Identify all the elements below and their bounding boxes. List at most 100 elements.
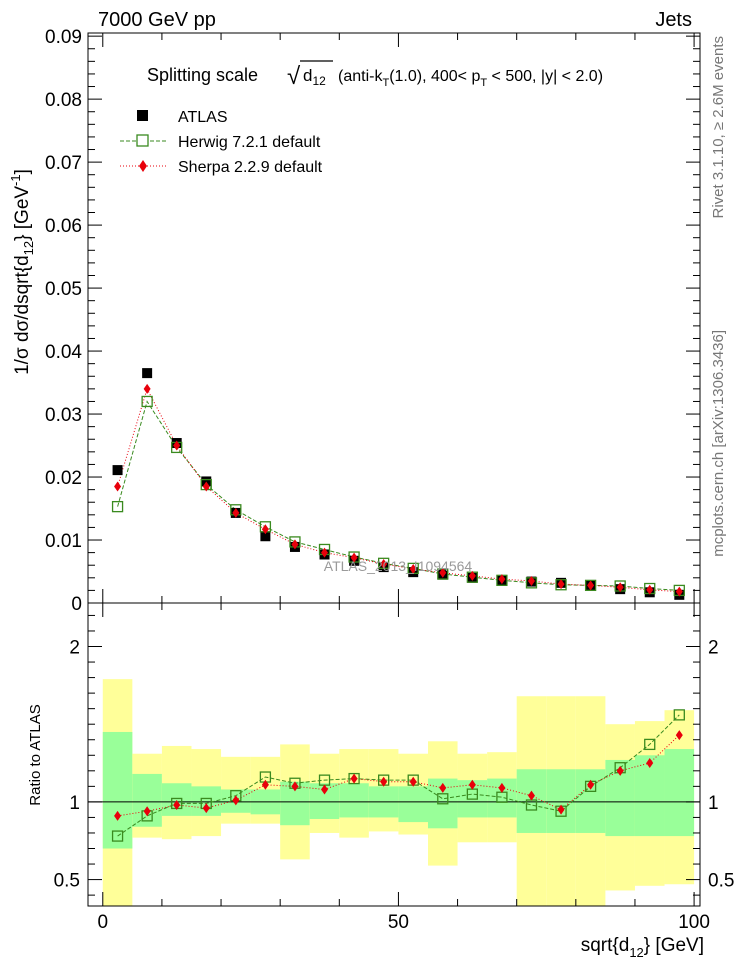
atlas-point bbox=[260, 531, 271, 542]
ratio-sherpa-point bbox=[498, 782, 506, 793]
ratio-ytick-label-right: 2 bbox=[708, 638, 719, 659]
stat-uncertainty-band bbox=[546, 769, 576, 833]
ratio-plot-frame bbox=[87, 602, 701, 907]
ratio-herwig-point bbox=[111, 830, 124, 842]
legend-marker-atlas bbox=[137, 110, 148, 121]
main-plot: 0 0.01 0.02 0.03 0.04 0.05 0.06 0.07 0.08 0.09 AT… bbox=[8, 27, 701, 615]
legend-label-atlas: ATLAS bbox=[178, 109, 228, 126]
ratio-sherpa-point bbox=[202, 803, 210, 814]
legend: ATLAS Herwig 7.2.1 default Sherpa 2.2.9 … bbox=[120, 109, 323, 176]
stat-uncertainty-band bbox=[398, 786, 428, 823]
legend-label-herwig: Herwig 7.2.1 default bbox=[178, 134, 321, 151]
ratio-sherpa-point bbox=[616, 765, 624, 776]
ratio-xlabel: sqrt{d12} [GeV] bbox=[581, 935, 704, 960]
stat-uncertainty-band bbox=[339, 783, 369, 818]
ratio-xtick-label: 50 bbox=[388, 912, 409, 933]
atlas-point bbox=[142, 368, 153, 379]
main-ylabel: 1/σ dσ/dsqrt{d12} [GeV-1] bbox=[8, 169, 36, 375]
watermark: ATLAS_2013_I1094564 bbox=[324, 558, 473, 574]
legend-marker-sherpa bbox=[139, 160, 147, 172]
sherpa-point bbox=[143, 383, 151, 394]
sherpa-point bbox=[557, 579, 565, 590]
main-ytick-label: 0.08 bbox=[45, 90, 82, 111]
sherpa-point bbox=[232, 507, 240, 518]
ratio-sherpa-point bbox=[587, 779, 595, 790]
sherpa-point bbox=[646, 584, 654, 595]
ratio-ylabel: Ratio to ATLAS bbox=[27, 704, 44, 805]
ratio-sherpa-point bbox=[350, 773, 358, 784]
herwig-point bbox=[141, 395, 153, 408]
sherpa-point bbox=[321, 547, 329, 558]
ratio-herwig-point bbox=[644, 738, 656, 751]
ratio-xtick-label: 100 bbox=[678, 912, 710, 933]
sherpa-point bbox=[380, 558, 388, 569]
ratio-ytick-label-right: 0.5 bbox=[708, 871, 734, 892]
ratio-ytick-label: 2 bbox=[69, 638, 80, 659]
ratio-sherpa-point bbox=[468, 779, 476, 790]
sherpa-point bbox=[616, 582, 624, 593]
ratio-xtick-label: 0 bbox=[97, 912, 108, 933]
atlas-point bbox=[112, 465, 123, 476]
sherpa-point bbox=[409, 563, 417, 574]
sherpa-point bbox=[114, 481, 122, 492]
ratio-ytick-label: 1 bbox=[69, 793, 80, 814]
legend-label-sherpa: Sherpa 2.2.9 default bbox=[178, 159, 323, 176]
sherpa-point bbox=[498, 574, 506, 585]
main-ytick-label: 0.02 bbox=[45, 468, 82, 489]
legend-marker-herwig bbox=[136, 134, 149, 147]
herwig-point bbox=[111, 500, 124, 513]
ratio-sherpa-point bbox=[557, 804, 565, 815]
main-ytick-label: 0.05 bbox=[45, 279, 82, 300]
ratio-sherpa-point bbox=[173, 800, 181, 810]
header-right: Jets bbox=[655, 9, 692, 31]
ratio-herwig-point bbox=[437, 793, 449, 805]
main-ytick-label: 0.04 bbox=[45, 342, 82, 363]
ratio-sherpa-point bbox=[261, 779, 269, 790]
ratio-sherpa-point bbox=[114, 810, 122, 821]
stat-uncertainty-band bbox=[664, 749, 695, 837]
stat-uncertainty-band bbox=[516, 769, 547, 833]
chart-title: Splitting scale bbox=[147, 65, 258, 85]
stat-uncertainty-band bbox=[132, 773, 162, 827]
title-sqrt-symbol: √ bbox=[287, 63, 301, 90]
main-ytick-label: 0.03 bbox=[45, 405, 82, 426]
main-ytick-label: 0 bbox=[71, 594, 82, 615]
ratio-sherpa-point bbox=[527, 790, 535, 801]
ratio-sherpa-point bbox=[291, 781, 299, 792]
atlas-point bbox=[201, 476, 212, 487]
ratio-sherpa-point bbox=[646, 758, 654, 769]
side-label-rivet: Rivet 3.1.10, ≥ 2.6M events bbox=[710, 36, 727, 219]
side-label-mcplots: mcplots.cern.ch [arXiv:1306.3436] bbox=[710, 330, 727, 557]
ratio-herwig-point bbox=[673, 709, 685, 721]
stat-uncertainty-band bbox=[634, 755, 665, 837]
ratio-ytick-label: 0.5 bbox=[54, 871, 80, 892]
ratio-sherpa-point bbox=[380, 776, 388, 787]
ratio-sherpa-point bbox=[321, 784, 329, 795]
title-sqrt-arg: d12 bbox=[303, 66, 326, 88]
main-ytick-label: 0.09 bbox=[45, 27, 82, 48]
main-ytick-label: 0.07 bbox=[45, 153, 82, 174]
ratio-sherpa-point bbox=[232, 795, 240, 806]
sherpa-point bbox=[173, 440, 181, 451]
sherpa-point bbox=[261, 524, 269, 535]
main-ytick-label: 0.06 bbox=[45, 216, 82, 237]
sherpa-point bbox=[468, 570, 476, 581]
main-ytick-label: 0.01 bbox=[45, 531, 82, 552]
sherpa-point bbox=[439, 567, 447, 578]
title-main: Splitting scale bbox=[147, 65, 258, 85]
sherpa-point bbox=[527, 575, 535, 586]
ratio-sherpa-point bbox=[409, 776, 417, 787]
header-left: 7000 GeV pp bbox=[98, 9, 216, 31]
sherpa-point bbox=[202, 481, 210, 492]
sherpa-line bbox=[117, 387, 680, 593]
sherpa-point bbox=[675, 586, 683, 597]
ratio-sherpa-point bbox=[675, 730, 683, 741]
title-conditions: (anti-kT(1.0), 400< pT < 500, |y| < 2.0) bbox=[338, 68, 603, 89]
stat-uncertainty-band bbox=[161, 783, 192, 816]
ratio-sherpa-point bbox=[439, 782, 447, 793]
sherpa-point bbox=[291, 539, 299, 550]
ratio-ytick-label-right: 1 bbox=[708, 793, 719, 814]
ratio-plot: 0.5 0.5 1 1 2 2 0 50 100 Ratio to ATLAS sqrt{d12… bbox=[27, 602, 734, 960]
stat-uncertainty-band bbox=[575, 769, 606, 833]
sherpa-point bbox=[350, 552, 358, 563]
